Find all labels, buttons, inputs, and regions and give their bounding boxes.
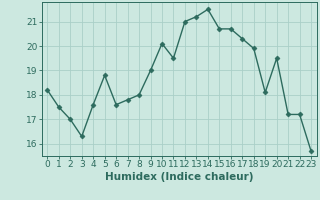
- X-axis label: Humidex (Indice chaleur): Humidex (Indice chaleur): [105, 172, 253, 182]
